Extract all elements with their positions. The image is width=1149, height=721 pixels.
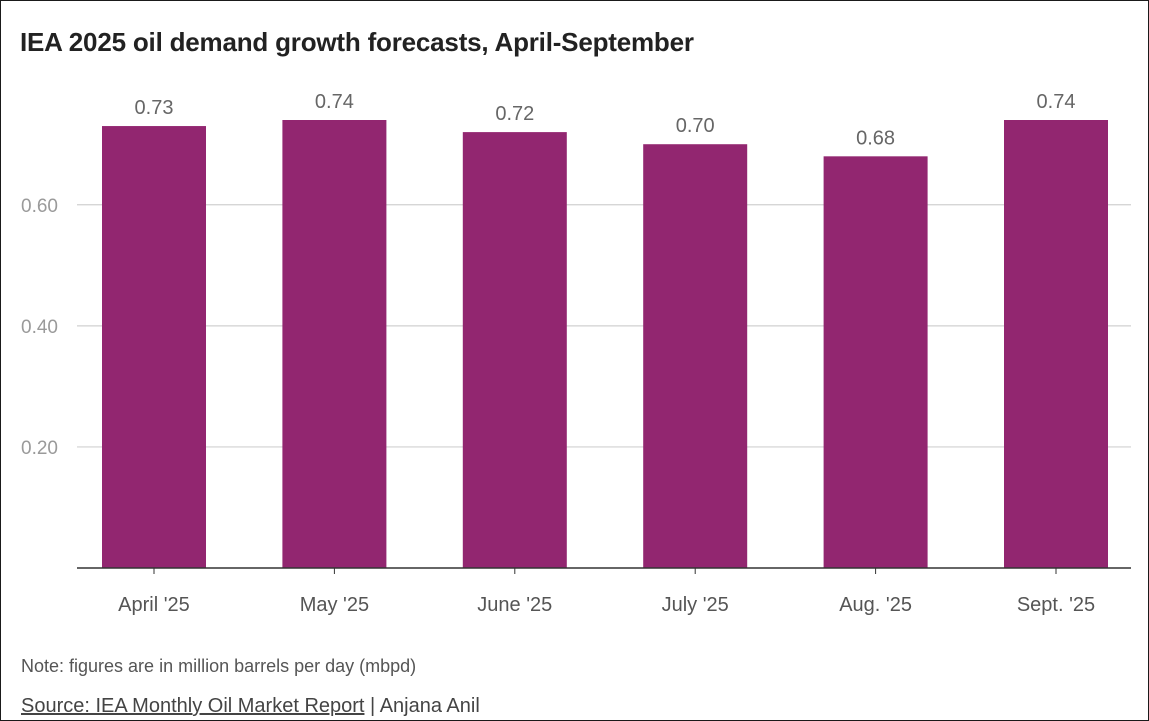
source-line: Source: IEA Monthly Oil Market Report | … — [21, 695, 480, 718]
y-tick-label: 0.20 — [21, 438, 58, 459]
chart-title: IEA 2025 oil demand growth forecasts, Ap… — [20, 27, 694, 57]
bar — [102, 126, 206, 569]
bar-value-label: 0.74 — [315, 91, 354, 113]
x-category-label: April '25 — [118, 594, 190, 616]
bar-value-label: 0.68 — [856, 127, 895, 149]
x-category-label: Aug. '25 — [839, 594, 912, 616]
bar-chart: 0.20 0.40 0.60 0.73 April '25 0.74 May '25 0.72… — [21, 91, 1131, 616]
bar — [643, 144, 748, 568]
x-category-label: July '25 — [662, 594, 729, 616]
bar — [1004, 120, 1108, 568]
chart-note: Note: figures are in million barrels per… — [21, 656, 417, 676]
source-separator: | — [364, 695, 380, 717]
bar-value-label: 0.70 — [676, 115, 715, 137]
bar-value-label: 0.74 — [1037, 91, 1076, 113]
source-author: Anjana Anil — [379, 695, 480, 717]
bar-value-label: 0.72 — [495, 103, 534, 125]
x-category-label: May '25 — [300, 594, 369, 616]
x-category-label: Sept. '25 — [1017, 594, 1095, 616]
y-tick-label: 0.40 — [21, 317, 58, 338]
x-category-label: June '25 — [477, 594, 552, 616]
y-tick-label: 0.60 — [21, 196, 58, 217]
bar — [462, 132, 567, 569]
source-link[interactable]: Source: IEA Monthly Oil Market Report — [21, 695, 365, 717]
bar — [823, 156, 928, 568]
bar-value-label: 0.73 — [135, 97, 174, 119]
bar — [282, 120, 387, 568]
